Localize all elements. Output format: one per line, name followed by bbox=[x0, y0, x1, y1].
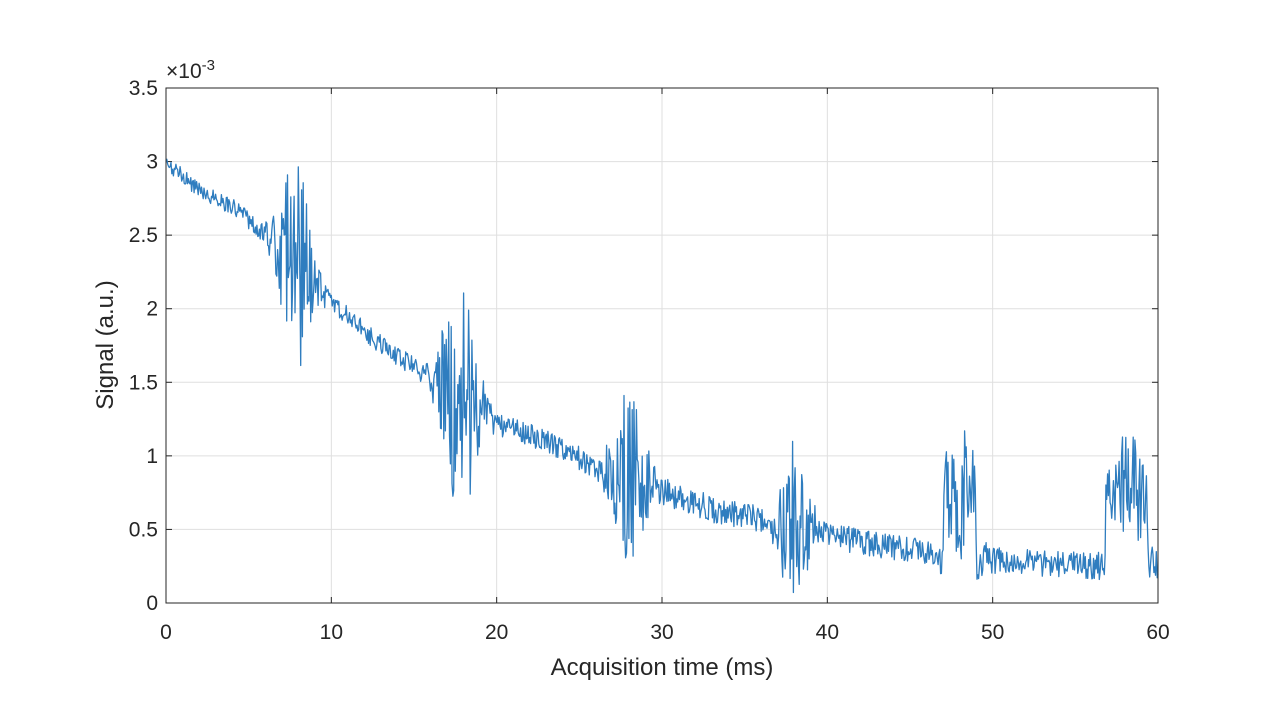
y-tick-label: 2 bbox=[146, 298, 158, 321]
y-tick-label: 2.5 bbox=[129, 224, 158, 247]
tick-labels: 0 10 20 30 40 50 60 0 0.5 1 1.5 2 2.5 3 3.5 bbox=[129, 77, 1170, 644]
y-exponent-base: ×10 bbox=[166, 60, 202, 83]
y-exponent-power: -3 bbox=[202, 57, 215, 74]
x-tick-label: 10 bbox=[320, 621, 343, 644]
x-tick-label: 50 bbox=[981, 621, 1004, 644]
y-tick-label: 0.5 bbox=[129, 518, 158, 541]
y-tick-label: 1.5 bbox=[129, 371, 158, 394]
x-tick-label: 30 bbox=[650, 621, 673, 644]
x-tick-label: 60 bbox=[1146, 621, 1169, 644]
signal-series-line bbox=[165, 158, 1159, 594]
y-tick-label: 1 bbox=[146, 445, 158, 468]
y-tick-label: 3 bbox=[146, 151, 158, 174]
y-exponent-label: ×10-3 bbox=[166, 57, 215, 83]
x-tick-label: 40 bbox=[816, 621, 839, 644]
y-tick-label: 0 bbox=[146, 592, 158, 615]
y-tick-label: 3.5 bbox=[129, 77, 158, 100]
x-tick-label: 0 bbox=[160, 621, 172, 644]
x-tick-label: 20 bbox=[485, 621, 508, 644]
plot-frame bbox=[165, 87, 1159, 604]
y-axis-label: Signal (a.u.) bbox=[92, 280, 119, 409]
x-axis-label: Acquisition time (ms) bbox=[551, 654, 774, 681]
